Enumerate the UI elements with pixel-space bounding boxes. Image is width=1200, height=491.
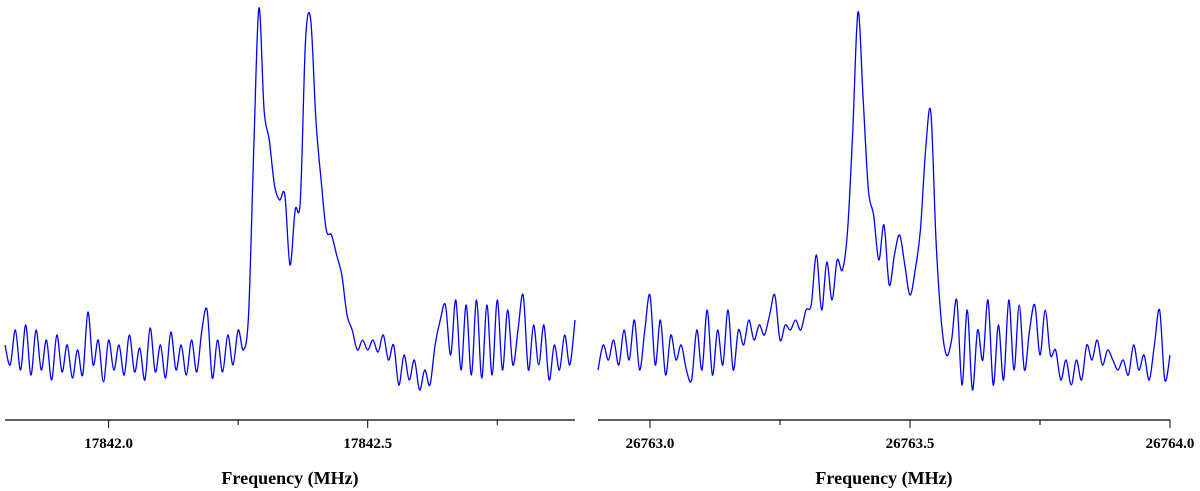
spectrum-line <box>4 7 576 391</box>
x-axis-label: Frequency (MHz) <box>815 468 952 489</box>
x-tick-label: 26763.5 <box>886 436 935 452</box>
spectrum-line <box>597 11 1171 391</box>
x-tick-label: 26763.0 <box>626 436 675 452</box>
x-tick-label: 26764.0 <box>1146 436 1195 452</box>
x-tick-label: 17842.5 <box>343 436 392 452</box>
x-axis-label: Frequency (MHz) <box>221 468 358 489</box>
x-tick-label: 17842.0 <box>84 436 133 452</box>
